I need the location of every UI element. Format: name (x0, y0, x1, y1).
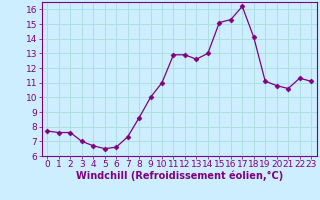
X-axis label: Windchill (Refroidissement éolien,°C): Windchill (Refroidissement éolien,°C) (76, 171, 283, 181)
